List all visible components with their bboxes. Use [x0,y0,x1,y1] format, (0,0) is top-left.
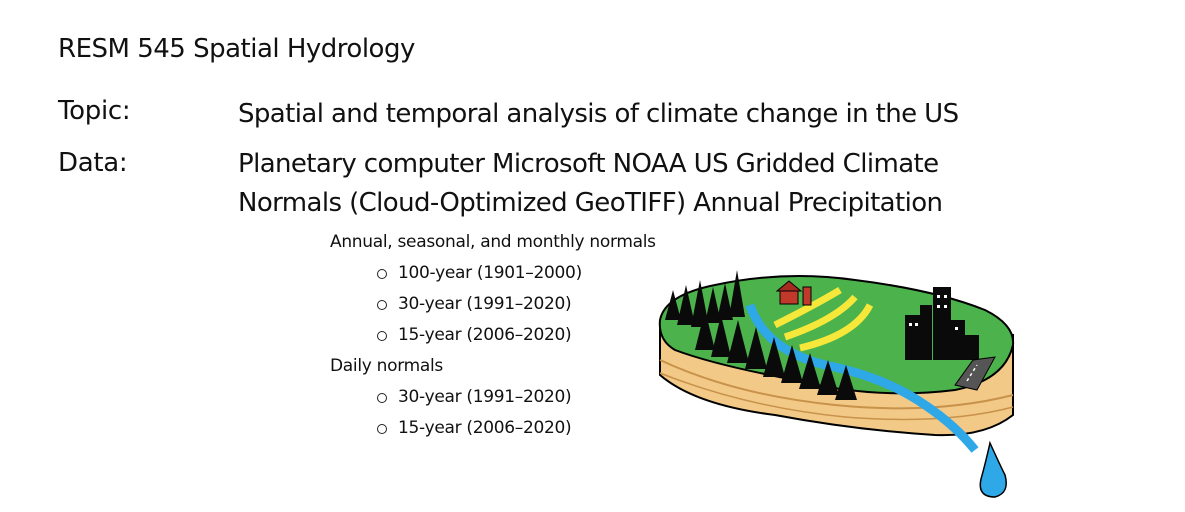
list-item: 15-year (2006–2020) [330,414,656,445]
normals-list: Annual, seasonal, and monthly normals 10… [330,228,656,445]
list-item: 15-year (2006–2020) [330,321,656,352]
list-item: 100-year (1901–2000) [330,259,656,290]
normals-group-heading: Annual, seasonal, and monthly normals [330,232,656,252]
list-item: 30-year (1991–2020) [330,383,656,414]
topic-label: Topic: [58,96,131,126]
hollow-bullet-icon [377,300,387,310]
slide-title: RESM 545 Spatial Hydrology [58,34,415,64]
topic-value: Spatial and temporal analysis of climate… [238,99,959,129]
watershed-landscape-icon [658,270,1015,498]
hollow-bullet-icon [377,393,387,403]
hollow-bullet-icon [377,331,387,341]
hollow-bullet-icon [377,424,387,434]
data-value-line1: Planetary computer Microsoft NOAA US Gri… [238,149,939,179]
list-item: 30-year (1991–2020) [330,290,656,321]
normals-group-heading: Daily normals [330,356,443,376]
hollow-bullet-icon [377,269,387,279]
data-label: Data: [58,148,128,178]
data-value-line2: Normals (Cloud-Optimized GeoTIFF) Annual… [238,188,943,218]
